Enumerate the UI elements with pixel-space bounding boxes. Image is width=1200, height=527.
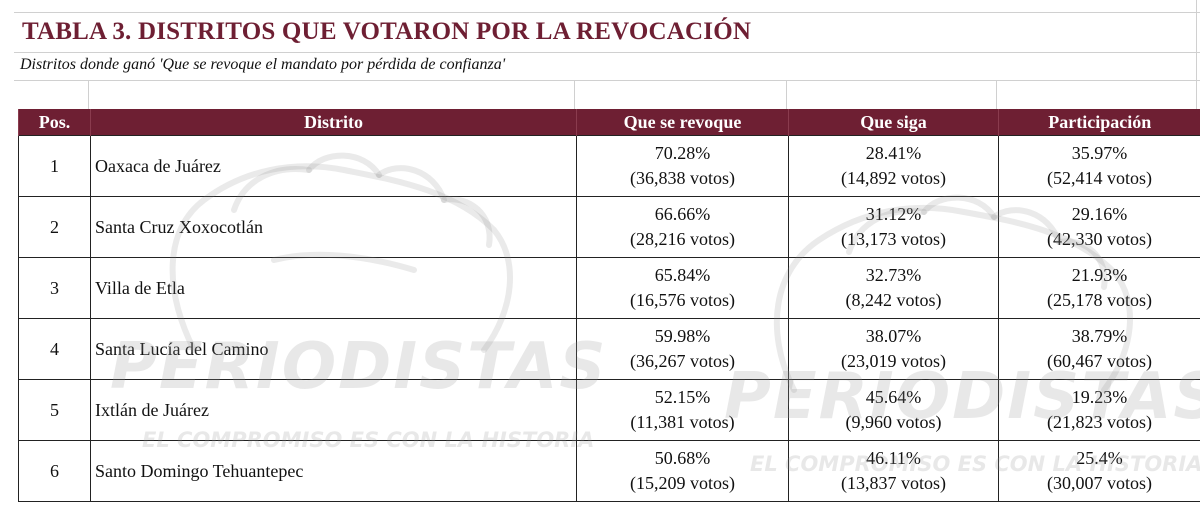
pct-value: 25.4%	[1076, 448, 1123, 468]
grid-line	[786, 80, 787, 110]
votes-value: (13,837 votos)	[841, 473, 946, 493]
grid-line	[574, 80, 575, 110]
grid-line	[1196, 0, 1197, 110]
cell-que-siga: 32.73% (8,242 votos)	[788, 257, 999, 319]
pct-value: 21.93%	[1071, 265, 1128, 285]
table-subtitle: Distritos donde ganó 'Que se revoque el …	[20, 56, 506, 73]
cell-participacion: 19.23% (21,823 votos)	[998, 379, 1200, 441]
votes-value: (52,414 votos)	[1047, 168, 1152, 188]
table-row: 6 Santo Domingo Tehuantepec 50.68% (15,20…	[18, 440, 1200, 502]
cell-que-siga: 31.12% (13,173 votos)	[788, 196, 999, 258]
pct-value: 65.84%	[654, 265, 711, 285]
cell-pos: 3	[18, 257, 91, 319]
results-table: Pos. Distrito Que se revoque Que siga Pa…	[18, 109, 1200, 502]
votes-value: (9,960 votos)	[845, 412, 942, 432]
cell-que-se-revoque: 59.98% (36,267 votos)	[576, 318, 789, 380]
cell-participacion: 29.16% (42,330 votos)	[998, 196, 1200, 258]
votes-value: (23,019 votos)	[841, 351, 946, 371]
votes-value: (60,467 votos)	[1047, 351, 1152, 371]
cell-que-se-revoque: 66.66% (28,216 votos)	[576, 196, 789, 258]
column-header-que-siga: Que siga	[788, 109, 999, 136]
pct-value: 70.28%	[654, 143, 711, 163]
table-title: TABLA 3. DISTRITOS QUE VOTARON POR LA RE…	[22, 18, 752, 45]
grid-line	[996, 80, 997, 110]
cell-que-se-revoque: 70.28% (36,838 votos)	[576, 135, 789, 197]
spreadsheet-sheet: TABLA 3. DISTRITOS QUE VOTARON POR LA RE…	[14, 0, 1200, 527]
votes-value: (21,823 votos)	[1047, 412, 1152, 432]
table-row: 3 Villa de Etla 65.84% (16,576 votos) 32.…	[18, 257, 1200, 319]
votes-value: (30,007 votos)	[1047, 473, 1152, 493]
votes-value: (28,216 votos)	[630, 229, 735, 249]
cell-que-se-revoque: 50.68% (15,209 votos)	[576, 440, 789, 502]
cell-participacion: 35.97% (52,414 votos)	[998, 135, 1200, 197]
cell-pos: 5	[18, 379, 91, 441]
votes-value: (15,209 votos)	[630, 473, 735, 493]
votes-value: (8,242 votos)	[845, 290, 942, 310]
pct-value: 59.98%	[654, 326, 711, 346]
votes-value: (14,892 votos)	[841, 168, 946, 188]
cell-que-siga: 45.64% (9,960 votos)	[788, 379, 999, 441]
cell-distrito: Santa Lucía del Camino	[90, 318, 577, 380]
table-row: 5 Ixtlán de Juárez 52.15% (11,381 votos) …	[18, 379, 1200, 441]
column-header-pos: Pos.	[18, 109, 91, 136]
pct-value: 31.12%	[865, 204, 922, 224]
cell-que-siga: 38.07% (23,019 votos)	[788, 318, 999, 380]
cell-que-siga: 28.41% (14,892 votos)	[788, 135, 999, 197]
pct-value: 38.79%	[1071, 326, 1128, 346]
table-row: 4 Santa Lucía del Camino 59.98% (36,267 v…	[18, 318, 1200, 380]
cell-distrito: Ixtlán de Juárez	[90, 379, 577, 441]
cell-pos: 1	[18, 135, 91, 197]
votes-value: (16,576 votos)	[630, 290, 735, 310]
cell-distrito: Santo Domingo Tehuantepec	[90, 440, 577, 502]
votes-value: (36,267 votos)	[630, 351, 735, 371]
cell-pos: 6	[18, 440, 91, 502]
votes-value: (42,330 votos)	[1047, 229, 1152, 249]
cell-distrito: Santa Cruz Xoxocotlán	[90, 196, 577, 258]
column-header-distrito: Distrito	[90, 109, 577, 136]
votes-value: (25,178 votos)	[1047, 290, 1152, 310]
cell-pos: 2	[18, 196, 91, 258]
cell-distrito: Villa de Etla	[90, 257, 577, 319]
pct-value: 50.68%	[654, 448, 711, 468]
column-header-participacion: Participación	[998, 109, 1200, 136]
pct-value: 66.66%	[654, 204, 711, 224]
cell-que-se-revoque: 65.84% (16,576 votos)	[576, 257, 789, 319]
cell-que-siga: 46.11% (13,837 votos)	[788, 440, 999, 502]
grid-line	[88, 80, 89, 110]
grid-line	[14, 52, 1200, 53]
votes-value: (11,381 votos)	[630, 412, 735, 432]
grid-line	[14, 12, 1200, 13]
pct-value: 35.97%	[1071, 143, 1128, 163]
pct-value: 19.23%	[1071, 387, 1128, 407]
cell-que-se-revoque: 52.15% (11,381 votos)	[576, 379, 789, 441]
table-row: 2 Santa Cruz Xoxocotlán 66.66% (28,216 vo…	[18, 196, 1200, 258]
votes-value: (36,838 votos)	[630, 168, 735, 188]
column-header-que-se-revoque: Que se revoque	[576, 109, 789, 136]
cell-participacion: 21.93% (25,178 votos)	[998, 257, 1200, 319]
table-row: 1 Oaxaca de Juárez 70.28% (36,838 votos) …	[18, 135, 1200, 197]
pct-value: 28.41%	[865, 143, 922, 163]
pct-value: 38.07%	[865, 326, 922, 346]
cell-participacion: 38.79% (60,467 votos)	[998, 318, 1200, 380]
cell-participacion: 25.4% (30,007 votos)	[998, 440, 1200, 502]
pct-value: 46.11%	[866, 448, 921, 468]
grid-line	[14, 80, 1200, 81]
pct-value: 52.15%	[654, 387, 711, 407]
table-header-row: Pos. Distrito Que se revoque Que siga Pa…	[18, 109, 1200, 136]
pct-value: 32.73%	[865, 265, 922, 285]
votes-value: (13,173 votos)	[841, 229, 946, 249]
cell-distrito: Oaxaca de Juárez	[90, 135, 577, 197]
cell-pos: 4	[18, 318, 91, 380]
pct-value: 29.16%	[1071, 204, 1128, 224]
pct-value: 45.64%	[865, 387, 922, 407]
